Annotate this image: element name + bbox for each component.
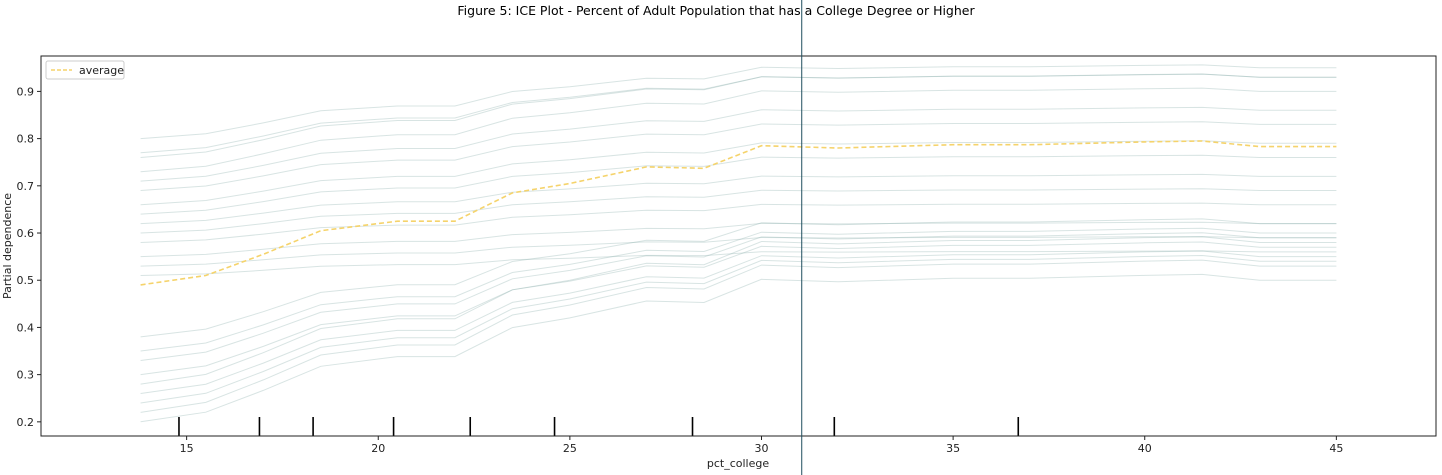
legend-average-label: average bbox=[79, 64, 124, 77]
average-line bbox=[140, 140, 1337, 286]
ice-line-17 bbox=[140, 140, 1337, 206]
plot-frame bbox=[40, 55, 1437, 437]
ice-line-4 bbox=[140, 250, 1337, 394]
y-tick-label: 0.3 bbox=[17, 369, 35, 382]
x-tick-label: 15 bbox=[180, 442, 194, 455]
x-tick-label: 30 bbox=[754, 442, 768, 455]
ice-line-6 bbox=[140, 241, 1337, 376]
ice-line-5 bbox=[140, 236, 1337, 385]
y-tick-label: 0.9 bbox=[17, 85, 35, 98]
ice-line-23 bbox=[140, 64, 1337, 140]
y-tick-label: 0.8 bbox=[17, 133, 35, 146]
y-axis: 0.2 0.3 0.4 0.5 0.6 0.7 0.8 0.9 bbox=[17, 85, 41, 429]
ice-line-15 bbox=[140, 173, 1337, 225]
y-tick-label: 0.7 bbox=[17, 180, 35, 193]
ice-line-1 bbox=[140, 273, 1337, 423]
x-axis: 15 20 25 30 35 40 45 bbox=[180, 436, 1343, 455]
ice-line-18 bbox=[140, 121, 1337, 191]
ice-line-12 bbox=[140, 221, 1337, 258]
ice-line-16 bbox=[140, 154, 1337, 215]
y-tick-label: 0.2 bbox=[17, 416, 35, 429]
ice-line-8 bbox=[140, 227, 1337, 352]
legend-box bbox=[45, 60, 125, 80]
ice-line-3 bbox=[140, 254, 1337, 404]
y-tick-label: 0.4 bbox=[17, 321, 35, 334]
ice-lines bbox=[140, 64, 1337, 423]
ice-line-7 bbox=[140, 232, 1337, 361]
x-tick-label: 45 bbox=[1329, 442, 1343, 455]
x-axis-label: pct_college bbox=[707, 457, 769, 470]
ice-line-19 bbox=[140, 106, 1337, 182]
y-tick-label: 0.5 bbox=[17, 274, 35, 287]
ice-line-13 bbox=[140, 202, 1337, 243]
x-tick-label: 35 bbox=[946, 442, 960, 455]
y-axis-label: Partial dependence bbox=[1, 193, 14, 299]
x-tick-label: 20 bbox=[371, 442, 385, 455]
rug-marks bbox=[178, 417, 1020, 436]
ice-line-14 bbox=[140, 188, 1337, 234]
x-tick-label: 40 bbox=[1138, 442, 1152, 455]
x-tick-label: 25 bbox=[563, 442, 577, 455]
ice-line-11 bbox=[140, 236, 1337, 267]
ice-line-10 bbox=[140, 250, 1337, 276]
ice-line-20 bbox=[140, 87, 1337, 173]
ice-line-22 bbox=[140, 73, 1337, 154]
ice-line-2 bbox=[140, 259, 1337, 413]
ice-line-9 bbox=[140, 218, 1337, 338]
chart-title: Figure 5: ICE Plot - Percent of Adult Po… bbox=[457, 3, 975, 18]
ice-line-21 bbox=[140, 73, 1337, 158]
legend: average bbox=[45, 60, 125, 80]
average-line-layer bbox=[140, 140, 1337, 286]
y-tick-label: 0.6 bbox=[17, 227, 35, 240]
